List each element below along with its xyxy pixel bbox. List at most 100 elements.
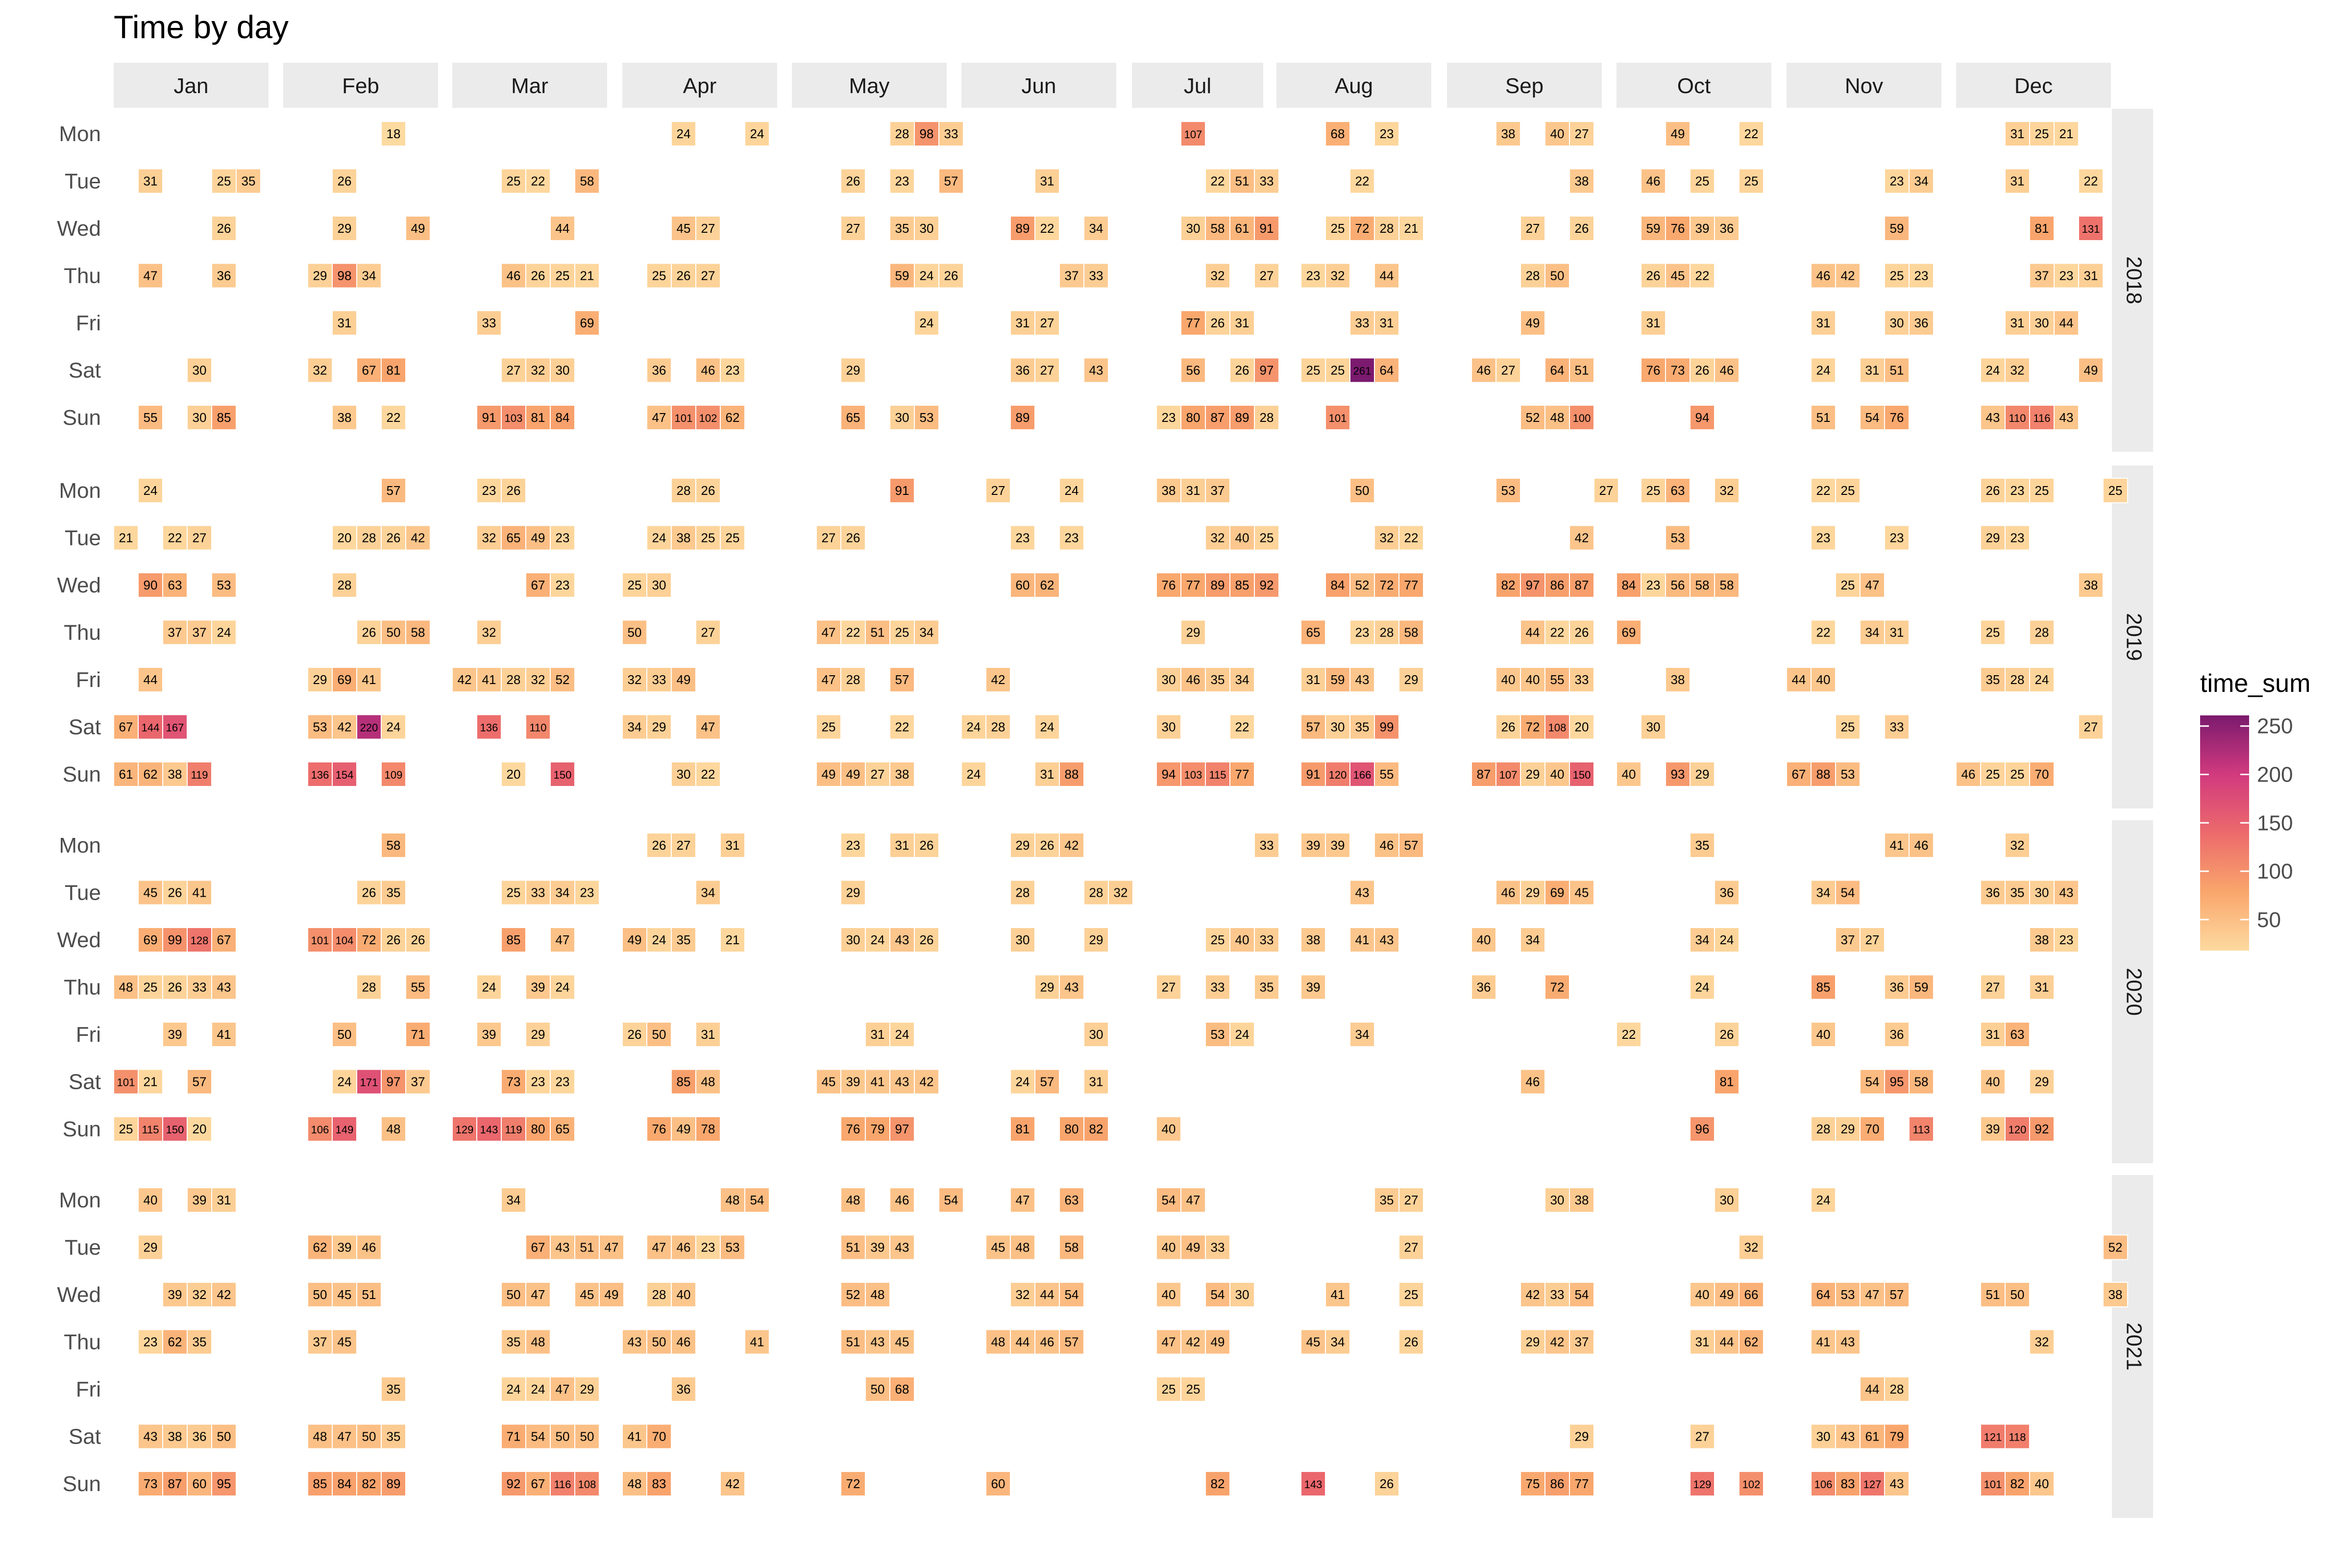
cell-value-label: 26 [920,838,934,853]
cell-value-label: 76 [1646,363,1661,378]
cell-value-label: 69 [1550,885,1565,900]
heatmap-cell [138,1069,163,1095]
heatmap-cell [1884,168,1910,194]
heatmap-cell [405,974,431,1000]
heatmap-cell [1300,833,1326,858]
heatmap-cell [1059,974,1084,1000]
heatmap-cell [1690,263,1715,289]
heatmap-cell [1690,572,1715,598]
heatmap-cell [525,168,551,194]
month-label-apr: Apr [683,74,716,98]
cell-value-label: 89 [1235,410,1250,425]
heatmap-cell [1811,761,1836,787]
heatmap-cell [501,1376,526,1402]
heatmap-cell [840,1069,866,1095]
heatmap-cell [1254,405,1279,430]
heatmap-cell [599,1234,624,1260]
heatmap-cell [889,1187,915,1213]
cell-value-label: 58 [1211,221,1225,236]
heatmap-cell [840,405,866,430]
heatmap-cell [381,761,406,787]
heatmap-cell [1909,263,1934,289]
cell-value-label: 40 [1526,672,1540,687]
cell-value-label: 62 [144,767,158,782]
cell-value-label: 38 [1501,126,1516,141]
heatmap-cell [720,405,745,430]
heatmap-cell [1569,525,1594,551]
heatmap-cell [1569,667,1594,692]
cell-value-label: 45 [1575,885,1589,900]
cell-value-label: 44 [1865,1382,1880,1396]
cell-value-label: 43 [895,1075,909,1089]
heatmap-cell [1374,833,1399,858]
heatmap-cell [381,714,406,740]
cell-value-label: 33 [1355,316,1370,330]
heatmap-cell [1180,619,1206,645]
heatmap-cell [1690,833,1715,858]
cell-value-label: 33 [482,316,496,330]
heatmap-cell [1325,833,1350,858]
cell-value-label: 77 [1235,767,1250,782]
cell-value-label: 54 [531,1429,545,1444]
heatmap-cell [1205,974,1230,1000]
heatmap-cell [1205,572,1230,598]
cell-value-label: 27 [701,269,715,283]
heatmap-cell [1569,1187,1594,1213]
cell-value-label: 25 [119,1122,133,1136]
cell-value-label: 22 [2084,174,2098,189]
cell-value-label: 47 [1016,1193,1030,1207]
heatmap-cell [525,1423,551,1449]
heatmap-cell [1569,216,1594,241]
heatmap-cell [1059,1329,1084,1355]
cell-value-label: 73 [1671,363,1685,378]
heatmap-cell [356,1069,382,1095]
cell-value-label: 40 [1986,1075,2000,1089]
heatmap-cell [865,1376,890,1402]
cell-value-label: 26 [168,980,182,995]
heatmap-cell [1811,263,1836,289]
chart-title: Time by day [114,9,289,45]
cell-value-label: 35 [677,932,691,947]
cell-value-label: 76 [652,1122,666,1136]
heatmap-cell [1180,310,1206,336]
heatmap-cell [381,1116,406,1142]
cell-value-label: 106 [1814,1478,1833,1491]
cell-value-label: 34 [1695,932,1710,947]
cell-value-label: 23 [1065,531,1079,545]
cell-value-label: 57 [895,672,909,687]
cell-value-label: 63 [2010,1027,2025,1042]
heatmap-cell [574,1282,600,1307]
heatmap-cell [187,1471,212,1496]
cell-value-label: 40 [1235,932,1250,947]
heatmap-cell [1835,714,1861,740]
cell-value-label: 43 [1355,885,1370,900]
cell-value-label: 37 [168,625,182,640]
heatmap-cell [1374,761,1399,787]
heatmap-cell [1714,1069,1740,1095]
cell-value-label: 26 [217,221,231,236]
heatmap-cell [1034,1282,1060,1307]
cell-value-label: 58 [580,174,594,189]
cell-value-label: 50 [362,1429,376,1444]
heatmap-cell [1520,761,1545,787]
cell-value-label: 101 [675,412,693,424]
cell-value-label: 36 [1890,980,1904,995]
year-strip-2021 [2112,1175,2153,1518]
heatmap-cell [187,619,212,645]
weekday-label: Sat [69,715,101,739]
heatmap-cell [1980,1116,2006,1142]
cell-value-label: 67 [531,1476,545,1491]
cell-value-label: 41 [1355,932,1370,947]
heatmap-cell [695,478,721,503]
cell-value-label: 59 [1331,672,1345,687]
cell-value-label: 92 [507,1476,521,1491]
cell-value-label: 30 [1816,1429,1831,1444]
cell-value-label: 57 [1040,1075,1054,1089]
heatmap-cell [1544,619,1570,645]
cell-value-label: 35 [193,1335,207,1349]
cell-value-label: 29 [652,720,666,735]
heatmap-cell [985,478,1011,503]
cell-value-label: 43 [144,1429,158,1444]
cell-value-label: 24 [556,980,570,995]
cell-value-label: 25 [1404,1287,1419,1302]
